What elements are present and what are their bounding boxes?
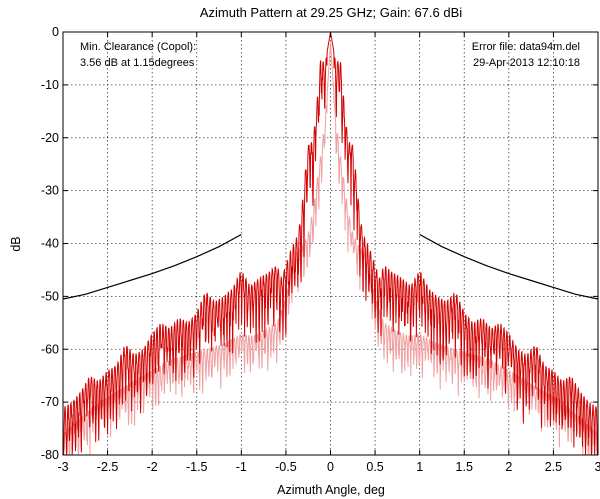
plot-frame: [62, 31, 599, 456]
y-tick-label: -10: [41, 78, 59, 92]
annotation-min-clearance-title: Min. Clearance (Copol):: [80, 41, 196, 53]
tick-label-layer: -3 -2.5 -2 -1.5 -1 -0.5 0 0.5 1 1.5 2 2.5 3 0 -10 -20 -3…: [41, 25, 600, 474]
y-tick-label: -70: [41, 395, 59, 409]
series-envelope-line: [419, 233, 599, 300]
x-tick-label: 2.5: [545, 460, 562, 474]
series-crosspol-line: [62, 42, 599, 456]
y-tick-label: -50: [41, 289, 59, 303]
x-tick-label: -0.5: [275, 460, 297, 474]
x-tick-label: 0: [327, 460, 334, 474]
x-tick-label: -2.5: [97, 460, 119, 474]
x-tick-label: 1: [416, 460, 423, 474]
y-axis-label: dB: [9, 236, 23, 251]
y-tick-label: 0: [52, 25, 59, 39]
chart-title: Azimuth Pattern at 29.25 GHz; Gain: 67.6…: [200, 5, 462, 20]
annotation-min-clearance-value: 3.56 dB at 1.15degrees: [80, 57, 195, 69]
y-tick-label: -80: [41, 448, 59, 462]
x-tick-label: -2: [147, 460, 158, 474]
x-tick-label: 0.5: [366, 460, 383, 474]
x-tick-label: -1.5: [186, 460, 208, 474]
x-tick-label: -3: [57, 460, 68, 474]
y-tick-label: -30: [41, 184, 59, 198]
annotation-error-file: Error file: data94m.del: [472, 41, 580, 53]
x-axis-label: Azimuth Angle, deg: [277, 483, 385, 497]
y-tick-label: -20: [41, 131, 59, 145]
annotation-timestamp: 29-Apr-2013 12:10:18: [473, 57, 580, 69]
x-tick-label: -1: [236, 460, 247, 474]
y-tick-label: -60: [41, 342, 59, 356]
x-tick-label: 1.5: [456, 460, 473, 474]
y-tick-label: -40: [41, 237, 59, 251]
axes-layer: [62, 31, 599, 456]
x-tick-label: 2: [505, 460, 512, 474]
x-tick-label: 3: [595, 460, 600, 474]
series-envelope-line: [62, 233, 242, 300]
